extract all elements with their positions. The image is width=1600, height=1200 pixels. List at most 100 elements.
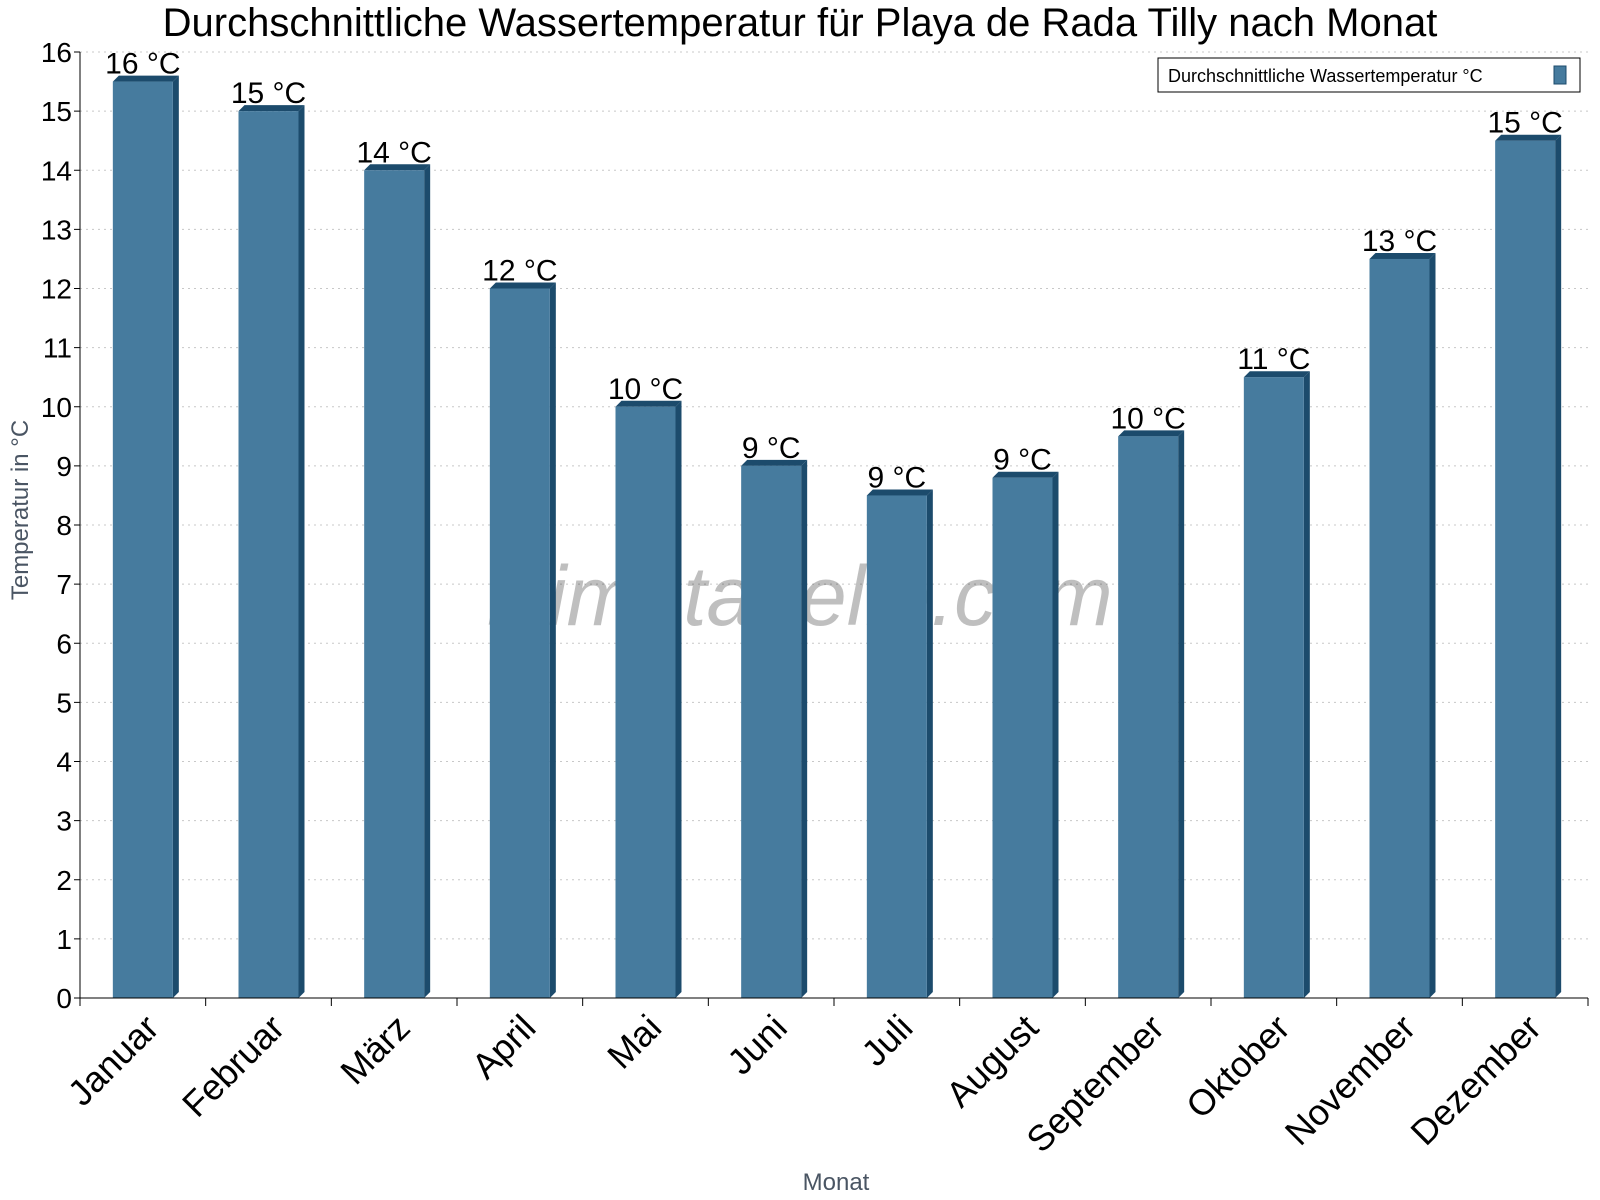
y-tick-label: 13 bbox=[41, 214, 72, 245]
bar bbox=[1243, 371, 1310, 998]
bar-side bbox=[801, 459, 808, 998]
y-tick-label: 4 bbox=[56, 747, 72, 778]
y-tick-label: 7 bbox=[56, 569, 72, 600]
bar bbox=[112, 75, 179, 998]
y-tick-label: 0 bbox=[56, 983, 72, 1014]
bar-front bbox=[489, 288, 550, 998]
bar-front bbox=[1369, 258, 1430, 998]
data-label: 9 °C bbox=[993, 444, 1052, 477]
bar bbox=[992, 471, 1059, 998]
y-tick-label: 3 bbox=[56, 806, 72, 837]
data-label: 14 °C bbox=[356, 136, 431, 169]
x-tick-label: Februar bbox=[174, 1007, 292, 1125]
bar-front bbox=[1243, 377, 1304, 998]
bar-top bbox=[238, 105, 305, 112]
x-tick-label: Oktober bbox=[1178, 1007, 1298, 1127]
bar-top bbox=[741, 459, 808, 466]
bar-side bbox=[1178, 430, 1185, 998]
legend-label: Durchschnittliche Wassertemperatur °C bbox=[1168, 66, 1483, 86]
legend-swatch bbox=[1553, 65, 1567, 85]
y-tick-label: 5 bbox=[56, 687, 72, 718]
data-label: 13 °C bbox=[1362, 225, 1437, 258]
data-label: 15 °C bbox=[1487, 107, 1562, 140]
bar-side bbox=[1555, 134, 1562, 998]
bar-top bbox=[1243, 371, 1310, 378]
data-label: 10 °C bbox=[1110, 402, 1185, 435]
bar bbox=[1369, 252, 1436, 998]
x-tick-labels: Januar Februar März April Mai Juni Juli AugustS… bbox=[60, 1007, 1549, 1161]
bar-side bbox=[172, 75, 179, 998]
bar-top bbox=[112, 75, 179, 82]
bars bbox=[112, 75, 1562, 998]
x-tick-label: Januar bbox=[60, 1007, 167, 1114]
bar bbox=[741, 459, 808, 998]
bar-front bbox=[615, 406, 676, 998]
data-labels: 16 °C 15 °C 14 °C 12 °C 10 °C 9 °C 9 °C 9 °C 10 … bbox=[105, 48, 1563, 495]
legend: Durchschnittliche Wassertemperatur °C bbox=[1157, 57, 1581, 93]
bar-side bbox=[549, 282, 556, 998]
bar-top bbox=[615, 400, 682, 407]
bar-top bbox=[1495, 134, 1562, 141]
data-label: 9 °C bbox=[742, 432, 801, 465]
y-tick-label: 1 bbox=[56, 924, 72, 955]
bar-front bbox=[1495, 140, 1556, 998]
data-label: 9 °C bbox=[867, 461, 926, 494]
axes bbox=[74, 51, 1589, 1006]
bar-front bbox=[866, 495, 927, 998]
bar-top bbox=[992, 471, 1059, 478]
y-tick-label: 9 bbox=[56, 451, 72, 482]
bar-top bbox=[1118, 430, 1185, 437]
bar-side bbox=[1303, 371, 1310, 998]
bar-top bbox=[364, 164, 431, 171]
y-tick-label: 11 bbox=[43, 333, 72, 364]
bar bbox=[1495, 134, 1562, 998]
y-tick-label: 12 bbox=[41, 274, 72, 305]
bar-side bbox=[298, 105, 305, 998]
bar-front bbox=[1118, 436, 1179, 998]
x-tick-label: Juni bbox=[719, 1007, 795, 1083]
bar-side bbox=[1052, 471, 1059, 998]
bar-top bbox=[489, 282, 556, 289]
y-tick-label: 2 bbox=[56, 865, 72, 896]
x-tick-label: April bbox=[464, 1007, 544, 1087]
y-tick-label: 10 bbox=[41, 392, 72, 423]
gridlines bbox=[80, 51, 1588, 940]
bar bbox=[364, 164, 431, 998]
x-tick-label: November bbox=[1277, 1007, 1423, 1153]
y-tick-label: 16 bbox=[41, 37, 72, 68]
x-tick-label: März bbox=[332, 1007, 418, 1093]
data-label: 12 °C bbox=[482, 255, 557, 288]
data-label: 10 °C bbox=[608, 373, 683, 406]
bar bbox=[866, 489, 933, 998]
bar-side bbox=[926, 489, 933, 998]
data-label: 15 °C bbox=[231, 77, 306, 110]
x-axis-title: Monat bbox=[803, 1169, 870, 1196]
chart-title: Durchschnittliche Wassertemperatur für P… bbox=[163, 1, 1438, 45]
bar-side bbox=[1429, 252, 1436, 998]
y-axis-title: Temperatur in °C bbox=[7, 420, 34, 600]
bar-front bbox=[112, 81, 173, 998]
bar-front bbox=[741, 465, 802, 998]
data-label: 11 °C bbox=[1237, 343, 1310, 376]
y-tick-label: 14 bbox=[41, 155, 72, 186]
bar bbox=[238, 105, 305, 998]
bar-top bbox=[866, 489, 933, 496]
bar-side bbox=[424, 164, 431, 998]
legend-box bbox=[1157, 57, 1581, 93]
x-tick-label: Dezember bbox=[1402, 1007, 1548, 1153]
bar-front bbox=[992, 477, 1053, 998]
bar bbox=[489, 282, 556, 998]
bar-front bbox=[238, 111, 299, 998]
bar-top bbox=[1369, 252, 1436, 259]
data-label: 16 °C bbox=[105, 48, 180, 81]
x-tick-label: Mai bbox=[599, 1007, 669, 1077]
y-tick-label: 6 bbox=[56, 628, 72, 659]
bar bbox=[1118, 430, 1185, 998]
x-tick-label: September bbox=[1018, 1007, 1172, 1161]
bar-front bbox=[364, 170, 425, 998]
x-tick-label: Juli bbox=[853, 1007, 920, 1074]
bar-side bbox=[675, 400, 682, 998]
bar bbox=[615, 400, 682, 998]
